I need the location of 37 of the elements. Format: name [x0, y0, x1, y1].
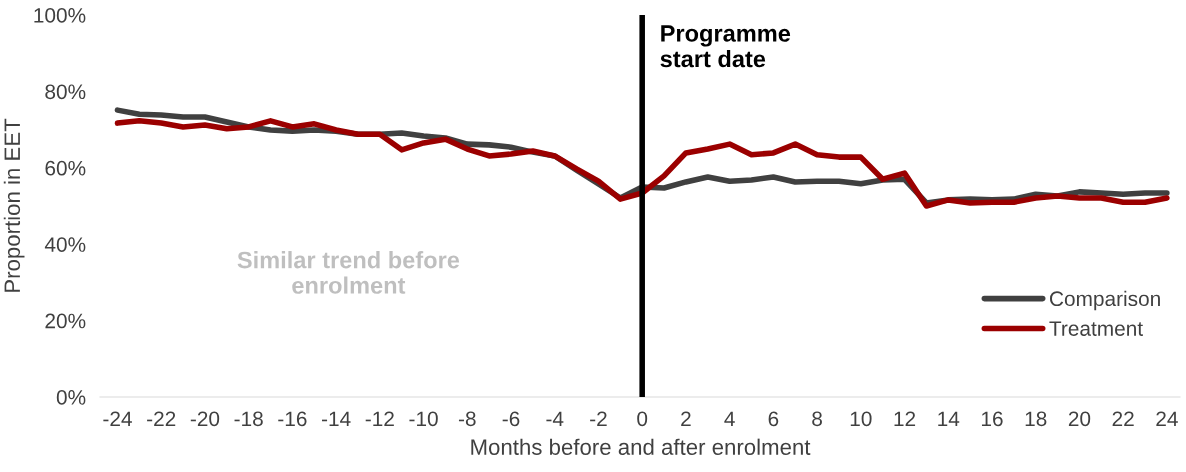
y-tick-label: 100%	[34, 8, 86, 23]
x-tick-label: -22	[147, 411, 176, 426]
x-axis-title: Months before and after enrolment	[471, 438, 811, 455]
x-tick-label: -2	[590, 411, 607, 426]
x-tick-label: -8	[458, 411, 476, 427]
x-tick-label: 2	[681, 411, 691, 426]
x-tick-label: -14	[321, 411, 351, 426]
x-tick-label: 6	[768, 411, 779, 427]
x-tick-label: -18	[234, 411, 263, 427]
x-tick-label: 22	[1112, 411, 1134, 426]
legend-label: Treatment	[1049, 321, 1143, 336]
x-tick-label: -20	[190, 411, 220, 427]
legend-label: Comparison	[1050, 290, 1160, 311]
y-tick-label: 60%	[45, 160, 86, 176]
y-tick-label: 0%	[56, 390, 86, 405]
annotation: Similar trend before enrolment	[237, 251, 460, 294]
x-tick-label: 8	[812, 411, 822, 427]
x-tick-label: 0	[637, 411, 648, 427]
x-tick-label: 10	[850, 411, 872, 427]
y-tick-label: 80%	[45, 84, 86, 100]
ref-line-label: Programme start date	[660, 25, 791, 68]
x-tick-label: -24	[103, 411, 132, 426]
x-tick-label: 20	[1068, 411, 1091, 427]
x-tick-label: -6	[502, 411, 520, 427]
y-axis-title: Proportion in EET	[3, 118, 25, 292]
x-tick-label: 14	[938, 411, 960, 426]
x-tick-label: -4	[546, 411, 564, 426]
y-tick-label: 40%	[44, 237, 86, 252]
x-tick-label: 4	[724, 411, 735, 426]
x-tick-label: 24	[1156, 411, 1178, 426]
x-tick-label: 12	[894, 411, 916, 426]
y-tick-label: 20%	[45, 313, 86, 329]
x-tick-label: -16	[278, 411, 307, 427]
x-tick-label: 16	[981, 411, 1003, 427]
x-tick-label: -12	[365, 411, 394, 426]
x-tick-label: 18	[1025, 411, 1047, 427]
x-tick-label: -10	[409, 411, 438, 427]
